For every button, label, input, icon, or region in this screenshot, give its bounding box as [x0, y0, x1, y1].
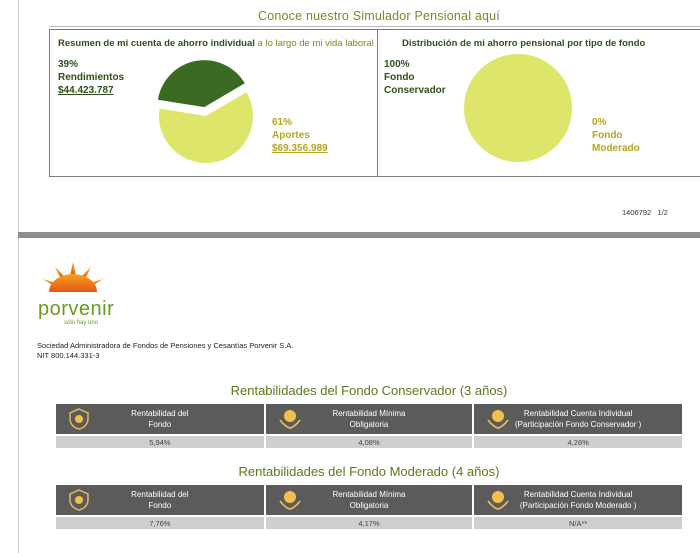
fund-return-value: 7,76% [56, 515, 265, 529]
header-label: Obligatoria [349, 501, 389, 510]
moderado-line2: Moderado [592, 143, 640, 154]
entity-nit: NIT 800.144.331-3 [37, 351, 100, 360]
aportes-percent: 61% [272, 117, 293, 128]
conservador-percent: 100% [384, 59, 410, 70]
page-number: 1/2 [657, 208, 668, 217]
rendimientos-label: Rendimientos [58, 72, 125, 83]
table-value-row: 7,76% 4,17% N/A** [56, 515, 682, 529]
hands-coin-icon [278, 491, 301, 510]
entity-name: Sociedad Administradora de Fondos de Pen… [37, 341, 294, 350]
header-label: Obligatoria [349, 420, 389, 429]
rendimientos-legend: 39% Rendimientos $44.423.787 [58, 58, 124, 97]
header-label: (Participación Fondo Moderado ) [519, 501, 637, 510]
header-label: Rentabilidad Cuenta Individual [523, 409, 633, 418]
porvenir-logo-wordmark: porvenir [38, 298, 115, 320]
porvenir-sun-logo-icon [43, 262, 103, 292]
fund-return-value: 5,94% [56, 434, 265, 448]
page-separator [18, 232, 700, 238]
hands-coin-icon [278, 410, 301, 429]
conservador-returns-table: Rentabilidad del Fondo Rentabilidad Mínim… [56, 404, 682, 448]
simulator-link[interactable]: Conoce nuestro Simulador Pensional aquí [258, 9, 500, 23]
savings-summary-pie-chart [157, 60, 253, 164]
moderado-returns-table: Rentabilidad del Fondo Rentabilidad Mínim… [56, 485, 682, 529]
header-individual-account-return: Rentabilidad Cuenta Individual (Participa… [472, 485, 682, 516]
individual-return-value: 4,26% [472, 434, 682, 448]
summary-title-light: a lo largo de mi vida laboral [254, 38, 374, 49]
conservador-legend: 100% Fondo Conservador [384, 58, 446, 97]
header-label: Rentabilidad Cuenta Individual [523, 490, 633, 499]
header-label: Fondo [148, 501, 172, 510]
rendimientos-percent: 39% [58, 59, 79, 70]
moderado-returns-title: Rentabilidades del Fondo Moderado (4 año… [238, 464, 500, 479]
moderado-percent: 0% [592, 117, 607, 128]
fund-distribution-title: Distribución de mi ahorro pensional por … [402, 38, 645, 49]
savings-summary-title: Resumen de mi cuenta de ahorro individua… [58, 38, 374, 49]
hands-coin-icon [487, 491, 510, 510]
header-fund-return: Rentabilidad del Fondo [56, 485, 265, 516]
statement-page-1: Conoce nuestro Simulador Pensional aquí … [18, 0, 700, 232]
header-individual-account-return: Rentabilidad Cuenta Individual (Participa… [472, 404, 682, 435]
fund-distribution-pie-chart [464, 54, 572, 162]
pie-slice-fondo-conservador [464, 54, 572, 162]
minimum-return-value: 4,08% [263, 434, 474, 448]
shield-icon [69, 489, 89, 511]
header-label: Rentabilidad del [131, 490, 189, 499]
minimum-return-value: 4,17% [263, 515, 474, 529]
summary-title-bold: Resumen de mi cuenta de ahorro individua… [58, 38, 255, 49]
header-label: Rentabilidad Mínima [332, 409, 406, 418]
header-fund-return: Rentabilidad del Fondo [56, 404, 265, 435]
document-code: 1406792 1/2 [622, 208, 668, 217]
moderado-line1: Fondo [592, 130, 623, 141]
conservador-line2: Conservador [384, 85, 446, 96]
aportes-amount: $69.356.989 [272, 143, 328, 154]
moderado-legend: 0% Fondo Moderado [592, 116, 640, 155]
aportes-legend: 61% Aportes $69.356.989 [272, 116, 328, 155]
header-label: Rentabilidad del [131, 409, 189, 418]
individual-return-value: N/A** [472, 515, 682, 529]
header-label: Rentabilidad Mínima [332, 490, 406, 499]
divider [49, 26, 700, 27]
header-label: Fondo [148, 420, 172, 429]
rendimientos-amount: $44.423.787 [58, 85, 114, 96]
shield-icon [69, 408, 89, 430]
header-label: (Participación Fondo Conservador ) [515, 420, 642, 429]
hands-coin-icon [487, 410, 510, 429]
aportes-label: Aportes [272, 130, 310, 141]
conservador-line1: Fondo [384, 72, 415, 83]
document-number: 1406792 [622, 208, 652, 217]
distribution-title-text: Distribución de mi ahorro pensional por … [402, 38, 646, 49]
pie-slice-aportes [159, 92, 253, 164]
entity-info: Sociedad Administradora de Fondos de Pen… [37, 341, 293, 361]
table-header-row: Rentabilidad del Fondo Rentabilidad Mínim… [56, 485, 682, 516]
header-minimum-return: Rentabilidad Mínima Obligatoria [263, 485, 474, 516]
fund-distribution-box: Distribución de mi ahorro pensional por … [377, 29, 700, 177]
conservador-returns-title: Rentabilidades del Fondo Conservador (3 … [230, 383, 508, 398]
statement-page-2: porvenir sólo hay uno Sociedad Administr… [18, 238, 700, 553]
porvenir-logo-tagline: sólo hay uno [64, 320, 99, 326]
table-value-row: 5,94% 4,08% 4,26% [56, 434, 682, 448]
pie-slice-rendimientos [157, 60, 245, 108]
table-header-row: Rentabilidad del Fondo Rentabilidad Mínim… [56, 404, 682, 435]
savings-summary-box: Resumen de mi cuenta de ahorro individua… [49, 29, 379, 177]
header-minimum-return: Rentabilidad Mínima Obligatoria [263, 404, 474, 435]
